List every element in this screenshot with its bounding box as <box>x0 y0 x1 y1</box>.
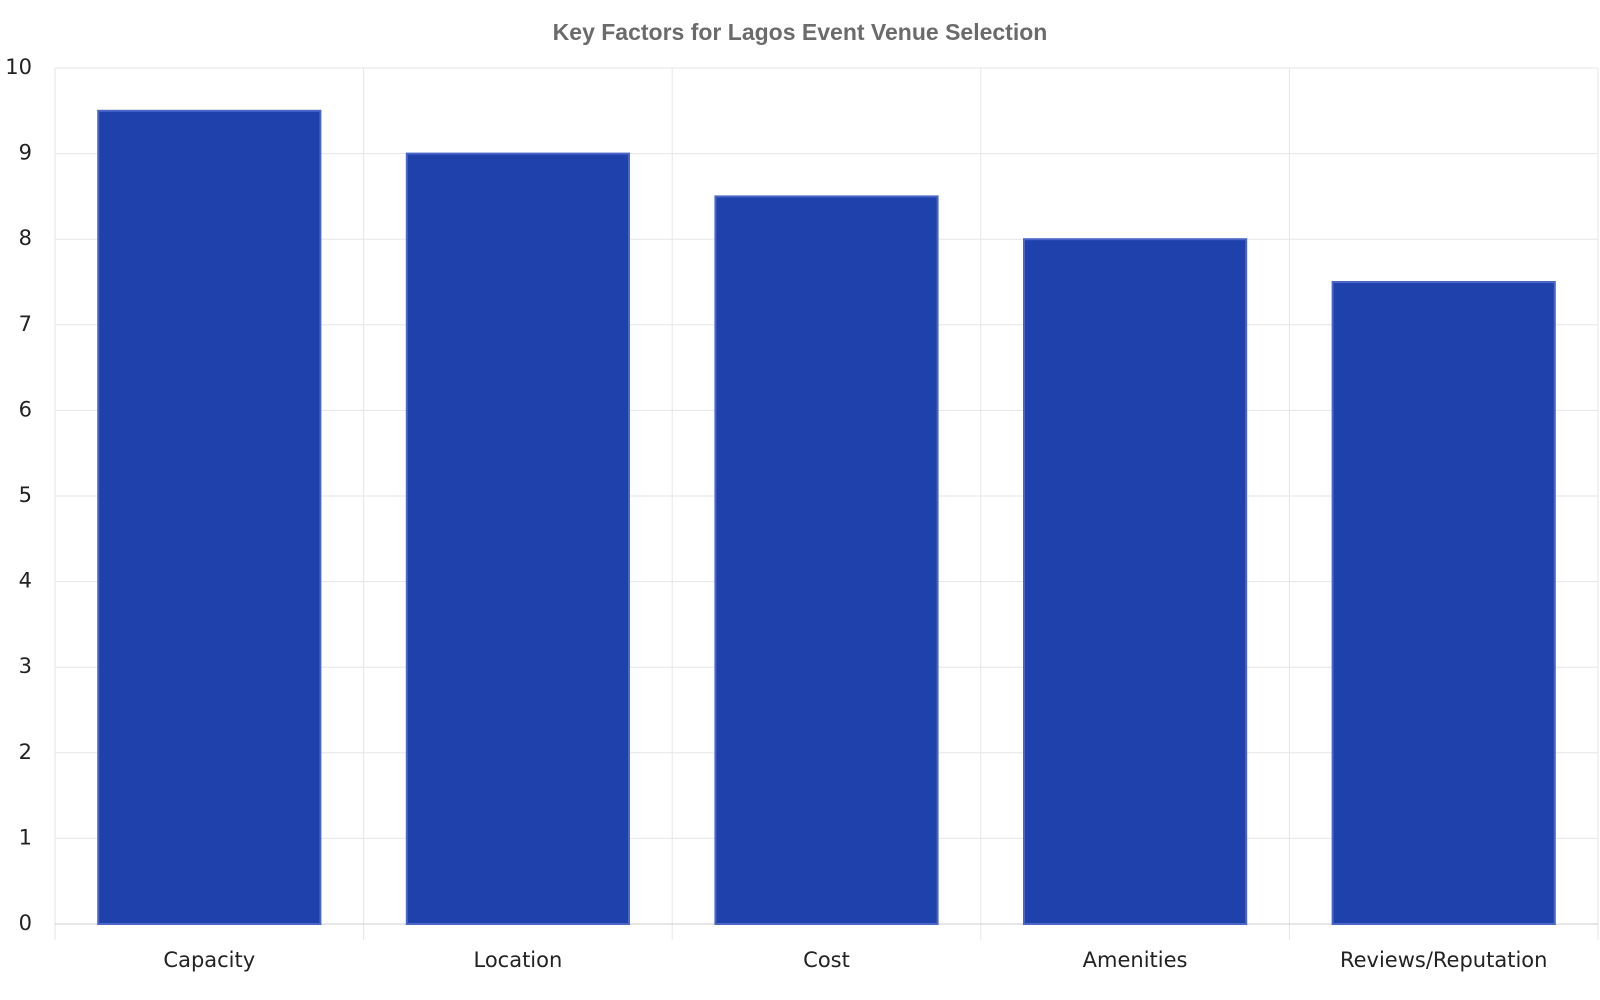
y-tick-label: 9 <box>19 141 32 165</box>
chart-title: Key Factors for Lagos Event Venue Select… <box>553 19 1048 45</box>
bar <box>1331 281 1556 925</box>
bar <box>97 109 322 926</box>
x-tick-label: Reviews/Reputation <box>1340 948 1547 972</box>
y-tick-label: 6 <box>19 397 32 421</box>
y-tick-label: 4 <box>19 569 32 593</box>
y-tick-label: 0 <box>19 911 32 935</box>
x-tick-label: Location <box>473 948 562 972</box>
x-tick-label: Cost <box>803 948 850 972</box>
y-tick-label: 10 <box>5 55 32 79</box>
y-tick-label: 2 <box>19 740 32 764</box>
y-tick-label: 5 <box>19 483 32 507</box>
y-tick-label: 1 <box>19 825 32 849</box>
bar <box>405 152 630 926</box>
x-tick-label: Capacity <box>163 948 255 972</box>
y-tick-label: 8 <box>19 226 32 250</box>
bar <box>1023 238 1248 925</box>
bar <box>714 195 939 925</box>
y-tick-label: 7 <box>19 312 32 336</box>
y-tick-label: 3 <box>19 654 32 678</box>
x-tick-label: Amenities <box>1083 948 1188 972</box>
